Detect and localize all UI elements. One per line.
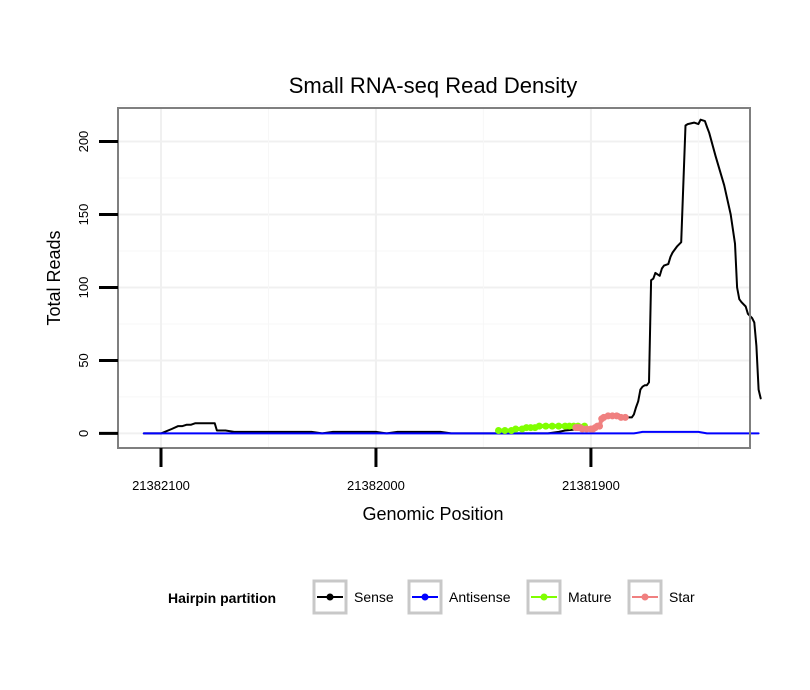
- legend-entry-antisense: Antisense: [407, 579, 511, 615]
- series-point-mature-9: [542, 422, 550, 430]
- y-axis: 0 50 100 150 200: [76, 131, 118, 437]
- x-tick-label-2: 21381900: [562, 478, 620, 493]
- legend-key-dot-star: [641, 593, 649, 601]
- legend-entries: Sense Antisense Mature Star: [312, 579, 695, 615]
- y-axis-label: Total Reads: [44, 230, 64, 325]
- y-tick-label-0: 0: [76, 430, 91, 437]
- legend-entry-star: Star: [627, 579, 695, 615]
- x-axis-label: Genomic Position: [362, 504, 503, 524]
- plot-panel: [117, 104, 762, 449]
- series-star: [572, 412, 629, 433]
- legend-entry-mature: Mature: [526, 579, 612, 615]
- y-tick-label-1: 50: [76, 353, 91, 367]
- panel-background: [118, 108, 750, 448]
- series-layer: [142, 118, 762, 435]
- legend: Hairpin partition Sense Antisense Mature St…: [168, 579, 695, 615]
- series-point-mature-11: [555, 422, 563, 430]
- panel-border: [117, 107, 751, 449]
- legend-label-mature: Mature: [568, 589, 612, 605]
- series-point-mature-0: [495, 427, 502, 434]
- legend-entry-sense: Sense: [312, 579, 394, 615]
- y-tick-label-2: 100: [76, 277, 91, 299]
- series-point-mature-10: [548, 422, 556, 430]
- series-line-sense: [142, 118, 762, 435]
- series-line-antisense: [142, 430, 760, 435]
- x-tick-label-1: 21382000: [347, 478, 405, 493]
- chart-title: Small RNA-seq Read Density: [289, 73, 578, 98]
- legend-label-sense: Sense: [354, 589, 394, 605]
- series-point-mature-8: [535, 422, 543, 430]
- series-sense: [142, 118, 762, 435]
- legend-label-star: Star: [669, 589, 695, 605]
- series-point-mature-1: [501, 427, 509, 434]
- y-tick-label-4: 200: [76, 131, 91, 153]
- y-tick-label-3: 150: [76, 204, 91, 226]
- series-point-star-9: [596, 422, 603, 430]
- series-point-mature-3: [512, 425, 520, 433]
- legend-key-dot-antisense: [421, 593, 429, 601]
- x-tick-label-0: 21382100: [132, 478, 190, 493]
- series-point-star-16: [621, 413, 629, 421]
- legend-label-antisense: Antisense: [449, 589, 511, 605]
- x-axis: 21382100 21382000 21381900: [132, 448, 620, 493]
- legend-title: Hairpin partition: [168, 590, 276, 606]
- legend-key-dot-sense: [326, 593, 334, 601]
- legend-key-dot-mature: [540, 593, 548, 601]
- series-antisense: [142, 430, 760, 435]
